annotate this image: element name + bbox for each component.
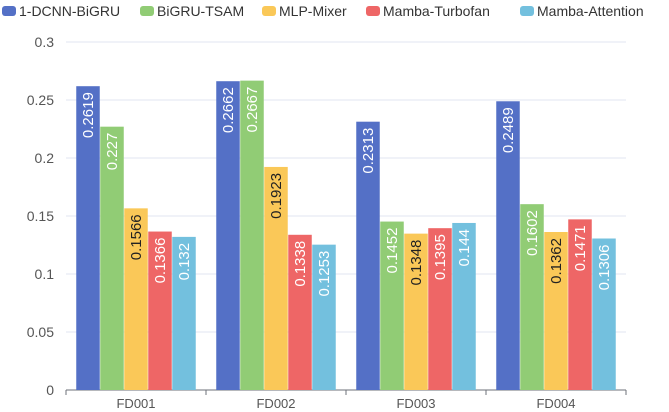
legend-label: MLP-Mixer — [279, 3, 347, 19]
bar[interactable] — [148, 231, 172, 390]
bar-value-label: 0.2489 — [500, 107, 517, 153]
bar[interactable] — [568, 219, 592, 390]
bar[interactable] — [264, 166, 288, 390]
bar[interactable] — [404, 233, 428, 390]
legend-item-5[interactable]: Mamba-Attention — [520, 3, 644, 19]
bar-value-label: 0.2313 — [360, 128, 377, 174]
bar[interactable] — [216, 81, 240, 390]
legend-label: BiGRU-TSAM — [157, 3, 244, 19]
x-tick-label: FD003 — [396, 396, 435, 411]
bar[interactable] — [520, 204, 544, 390]
y-tick-label: 0.3 — [35, 34, 55, 50]
bar-value-label: 0.1452 — [384, 228, 401, 274]
bar[interactable] — [124, 208, 148, 390]
y-tick-label: 0.15 — [27, 208, 54, 224]
legend-item-2[interactable]: BiGRU-TSAM — [140, 3, 244, 19]
bar[interactable] — [240, 80, 264, 391]
bar-value-label: 0.1366 — [152, 238, 169, 284]
legend-item-3[interactable]: MLP-Mixer — [262, 3, 347, 19]
legend-swatch — [520, 6, 534, 16]
bar-value-label: 0.2667 — [244, 87, 261, 133]
bar[interactable] — [544, 232, 568, 390]
x-tick-label: FD002 — [256, 396, 295, 411]
bar[interactable] — [288, 234, 312, 390]
legend-item-4[interactable]: Mamba-Turbofan — [366, 3, 490, 19]
legend-label: 1-DCNN-BiGRU — [19, 3, 120, 19]
legend-swatch — [140, 6, 154, 16]
y-tick-label: 0.2 — [35, 150, 55, 166]
y-tick-label: 0.25 — [27, 92, 54, 108]
legend-item-1[interactable]: 1-DCNN-BiGRU — [2, 3, 120, 19]
bar[interactable] — [356, 121, 380, 390]
bar-value-label: 0.1471 — [572, 225, 589, 271]
bar-value-label: 0.227 — [104, 133, 121, 171]
x-tick-label: FD004 — [536, 396, 575, 411]
bar[interactable] — [76, 86, 100, 391]
bar-value-label: 0.2619 — [80, 92, 97, 138]
bar-value-label: 0.1348 — [408, 240, 425, 286]
bar-value-label: 0.1362 — [548, 238, 565, 284]
legend-label: Mamba-Attention — [537, 3, 644, 19]
bar-group-fd003: 0.2313 0.1452 0.1348 0.1395 0.144 — [356, 121, 476, 390]
bar-value-label: 0.1602 — [524, 210, 541, 256]
legend-swatch — [366, 6, 380, 16]
y-tick-label: 0.1 — [35, 266, 55, 282]
bar[interactable] — [100, 126, 124, 391]
bar-value-label: 0.1566 — [128, 214, 145, 260]
y-axis: 0 0.05 0.1 0.15 0.2 0.25 0.3 — [27, 34, 54, 398]
bar[interactable] — [452, 222, 476, 390]
bar[interactable] — [380, 221, 404, 390]
bar-value-label: 0.2662 — [220, 87, 237, 133]
bar-group-fd001: 0.2619 0.227 0.1566 0.1366 0.132 — [76, 86, 196, 391]
bar-value-label: 0.1923 — [268, 173, 285, 219]
legend: 1-DCNN-BiGRU BiGRU-TSAM MLP-Mixer Mamba-Tur… — [2, 3, 644, 19]
bar[interactable] — [428, 228, 452, 390]
bar-value-label: 0.144 — [456, 229, 473, 267]
y-tick-label: 0.05 — [27, 324, 54, 340]
bar[interactable] — [496, 101, 520, 390]
bar-value-label: 0.1306 — [596, 245, 613, 291]
x-tick-label: FD001 — [116, 396, 155, 411]
x-axis: FD001 FD002 FD003 FD004 — [65, 390, 627, 411]
legend-label: Mamba-Turbofan — [383, 3, 490, 19]
legend-swatch — [2, 6, 16, 16]
bar-group-fd002: 0.2662 0.2667 0.1923 0.1338 0.1253 — [216, 80, 336, 391]
bar[interactable] — [172, 236, 196, 390]
bar-value-label: 0.1395 — [432, 234, 449, 280]
y-tick-label: 0 — [46, 382, 54, 398]
bar-value-label: 0.1253 — [316, 251, 333, 297]
bars: 0.2619 0.227 0.1566 0.1366 0.132 0.2662 0.2667… — [76, 80, 616, 391]
bar-value-label: 0.1338 — [292, 241, 309, 287]
bar[interactable] — [312, 244, 336, 390]
bar[interactable] — [592, 238, 616, 390]
legend-swatch — [262, 6, 276, 16]
bar-group-fd004: 0.2489 0.1602 0.1362 0.1471 0.1306 — [496, 101, 616, 390]
bar-value-label: 0.132 — [176, 243, 193, 281]
